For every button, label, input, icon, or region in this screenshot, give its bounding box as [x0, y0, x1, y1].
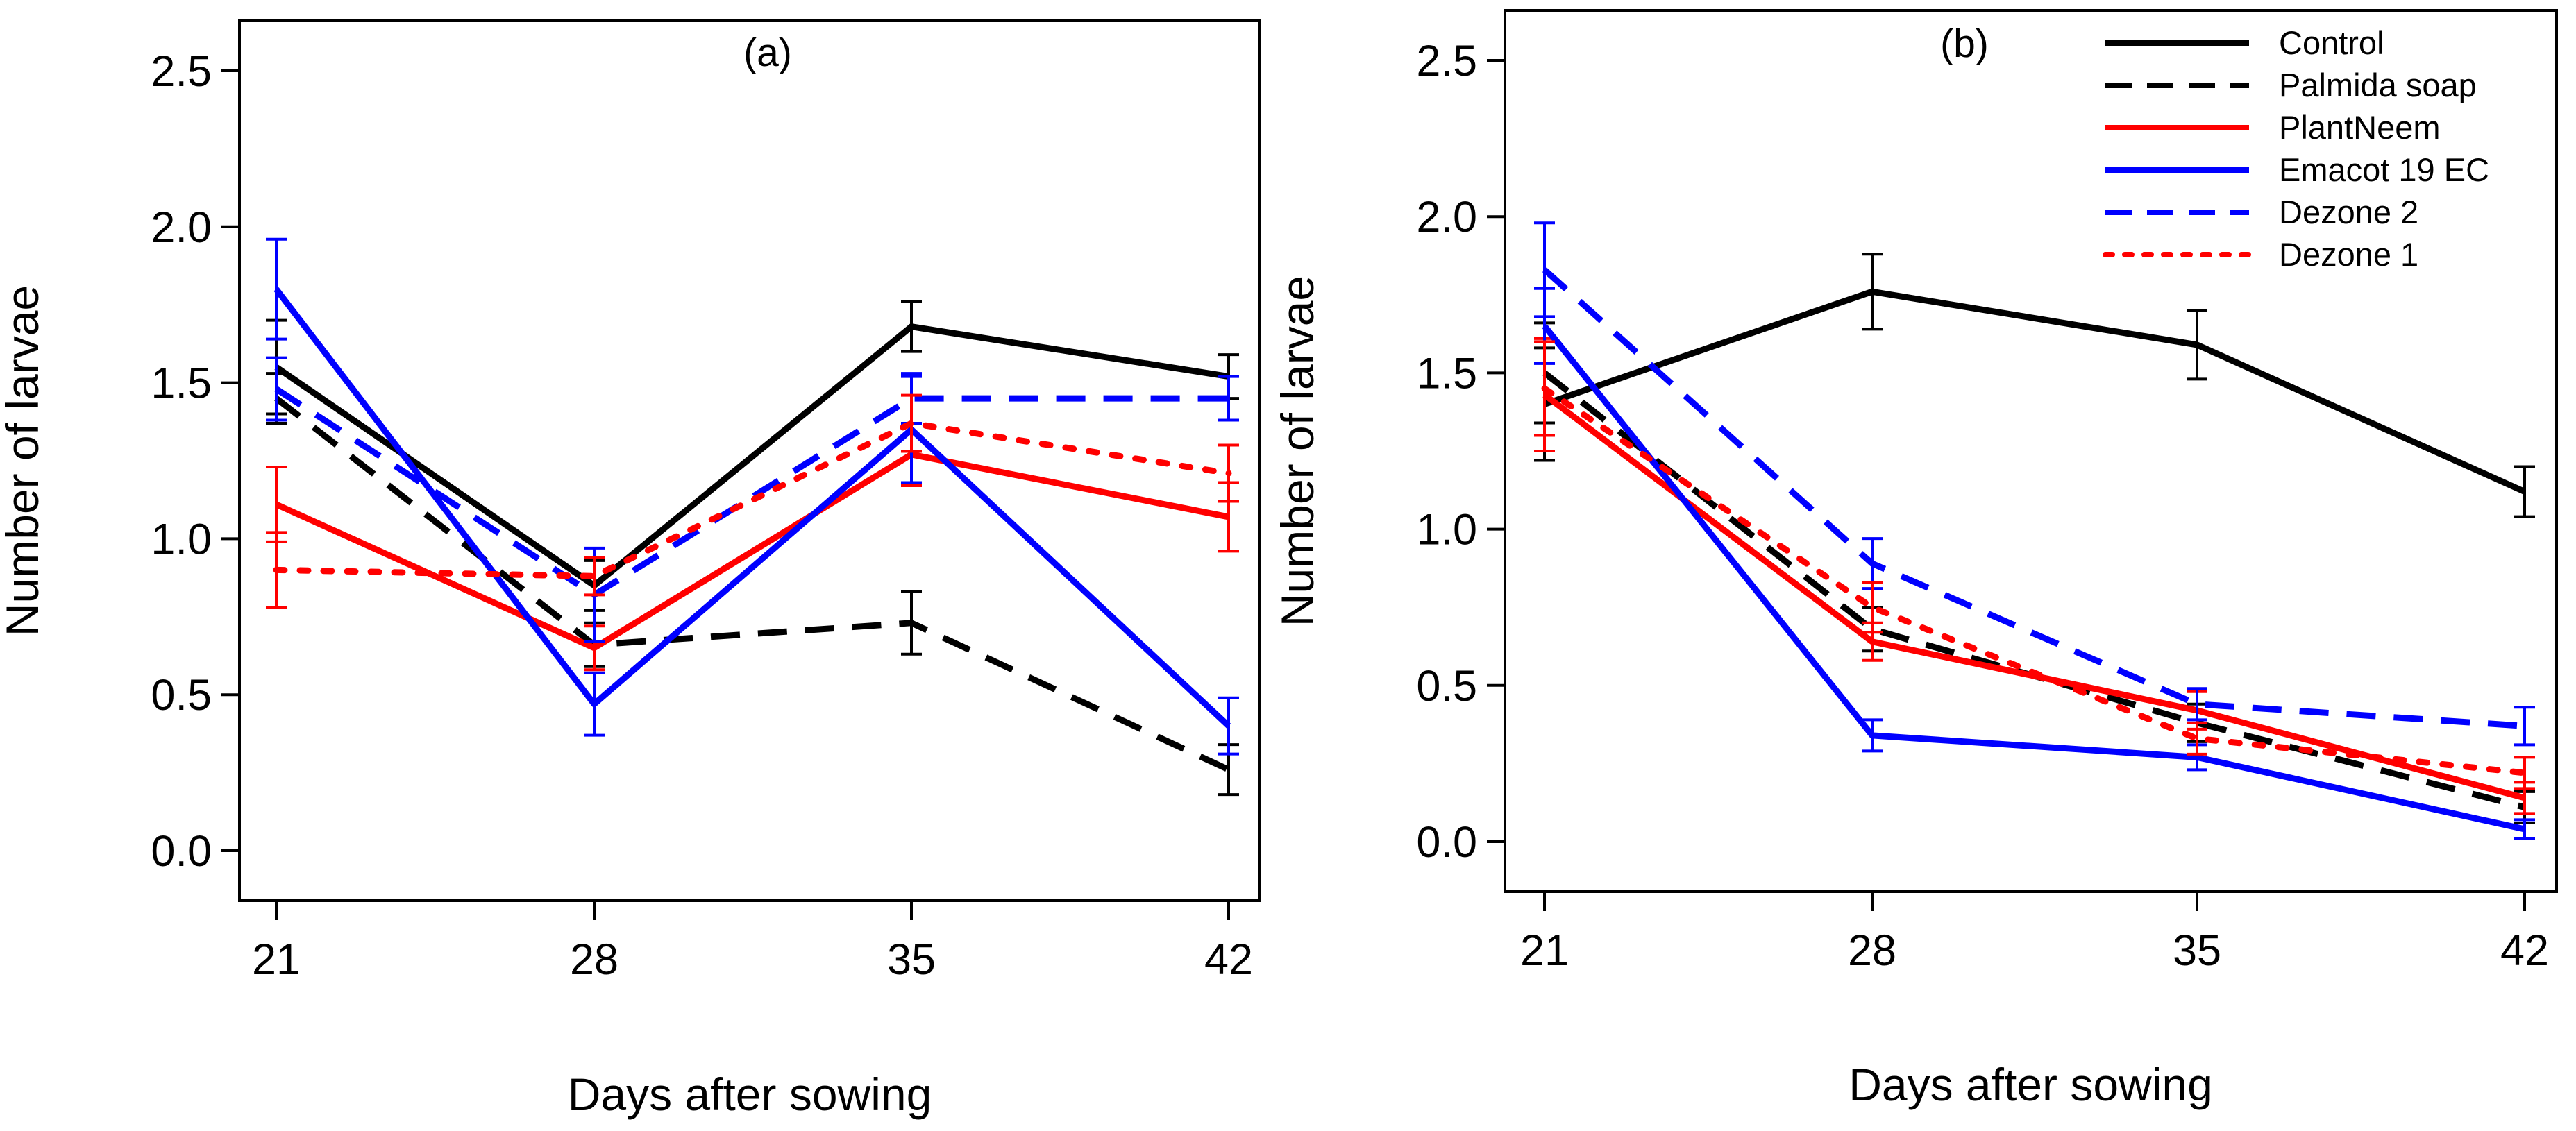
x-tick-label: 42	[1204, 935, 1253, 984]
chart-panel-a: 0.0 0.5 1.0 1.5 2.0 2.5 21 28 35 42 Days after sow…	[0, 19, 1261, 1120]
error-bar-dezone-2	[2187, 687, 2207, 722]
y-tick-label: 0.5	[1416, 662, 1477, 711]
series-line-dezone-2	[1542, 267, 2525, 729]
series-line-emacot-19-ec	[273, 287, 1231, 729]
y-tick-label: 2.0	[1416, 193, 1477, 241]
legend-label-dezone-2: Dezone 2	[2279, 194, 2418, 230]
x-axis-title: Days after sowing	[1849, 1059, 2213, 1110]
x-tick-label: 21	[252, 935, 301, 984]
series-line-emacot-19-ec	[1542, 324, 2525, 833]
y-tick-label: 2.5	[151, 47, 212, 96]
x-tick-label: 35	[887, 935, 936, 984]
legend-label-plantneem: PlantNeem	[2279, 109, 2441, 146]
error-bar-dezone-1	[2514, 756, 2535, 790]
chart-panel-b: 0.0 0.5 1.0 1.5 2.0 2.5 21 28 35 42 Days after sow…	[1272, 9, 2558, 1110]
series-line-dezone-1	[273, 420, 1232, 579]
panel-label: (a)	[743, 31, 792, 75]
legend-label-palmida-soap: Palmida soap	[2279, 67, 2477, 103]
series-line-dezone-2	[274, 386, 1229, 598]
y-axis-title: Number of larvae	[1272, 275, 1323, 627]
x-tick-label: 35	[2173, 926, 2221, 975]
y-tick-label: 2.0	[151, 203, 212, 252]
plot-frame	[238, 19, 1261, 902]
x-tick-label: 42	[2500, 926, 2549, 975]
panel-label: (b)	[1940, 22, 1989, 66]
plot-frame	[1504, 9, 2558, 893]
series-line-control	[274, 323, 1229, 589]
legend-label-emacot-19-ec: Emacot 19 EC	[2279, 151, 2489, 188]
error-bar-dezone-1	[1862, 581, 1883, 634]
y-tick-label: 1.0	[1416, 506, 1477, 554]
series-line-palmida-soap	[274, 396, 1230, 773]
y-tick-label: 1.5	[1416, 349, 1477, 398]
y-tick-label: 0.0	[1416, 818, 1477, 867]
series-line-plantneem	[275, 451, 1229, 652]
x-tick-label: 28	[1848, 926, 1896, 975]
series-line-dezone-1	[1541, 385, 2528, 776]
legend-label-dezone-1: Dezone 1	[2279, 236, 2418, 273]
y-tick-label: 2.5	[1416, 37, 1477, 85]
legend-label-control: Control	[2279, 24, 2384, 61]
y-tick-label: 0.0	[151, 827, 212, 876]
x-axis-title: Days after sowing	[568, 1069, 932, 1120]
error-bar-dezone-2	[1218, 375, 1239, 422]
legend: Control Palmida soap PlantNeem Emacot 19 EC…	[2103, 24, 2489, 273]
x-tick-label: 28	[570, 935, 618, 984]
error-bar-dezone-1	[2187, 721, 2207, 756]
x-tick-label: 21	[1520, 926, 1569, 975]
y-axis-title: Number of larvae	[0, 285, 48, 636]
error-bar-dezone-2	[2514, 706, 2535, 747]
series-line-control	[1543, 288, 2526, 495]
y-tick-label: 1.5	[151, 359, 212, 408]
y-tick-label: 0.5	[151, 671, 212, 720]
y-tick-label: 1.0	[151, 515, 212, 563]
